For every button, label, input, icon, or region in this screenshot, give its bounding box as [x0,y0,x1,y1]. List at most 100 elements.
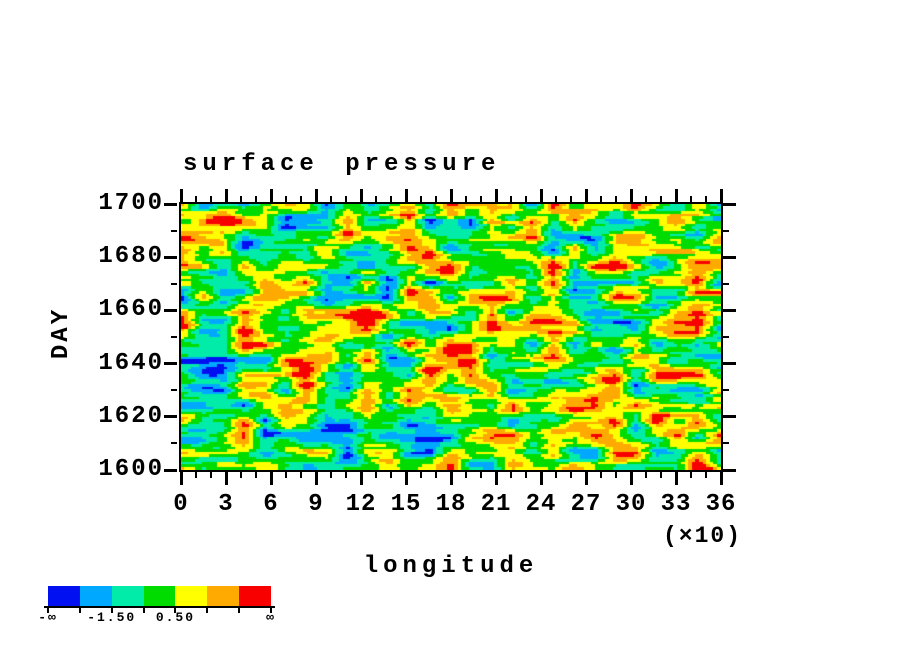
x-minor-tick-top [660,196,662,202]
y-major-tick-left [164,362,177,366]
x-minor-tick-top [240,196,242,202]
x-major-tick-top [539,189,543,202]
colorbar-label: -∞ [38,610,58,625]
x-minor-tick-top [645,196,647,202]
y-minor-tick-left [171,336,177,338]
y-minor-tick-right [723,282,729,285]
x-axis-label: longitude [363,553,539,580]
y-minor-tick-right [723,389,729,392]
x-major-tick-top [224,189,228,202]
x-minor-tick-top [255,196,257,202]
x-axis-multiplier: (×10) [662,523,742,549]
x-major-tick-top [359,189,363,202]
y-tick-label: 1620 [98,402,164,430]
x-minor-tick-bottom [615,472,617,478]
x-minor-tick-top [705,196,707,202]
x-minor-tick-bottom [345,472,347,478]
colorbar-segment [111,586,145,606]
x-minor-tick-top [435,196,437,202]
x-minor-tick-bottom [420,472,422,478]
x-major-tick-bottom [539,472,543,485]
x-minor-tick-bottom [555,472,557,478]
x-tick-label: 27 [570,491,602,518]
x-major-tick-top [584,189,588,202]
x-minor-tick-bottom [600,472,602,478]
x-minor-tick-bottom [525,472,527,478]
x-major-tick-bottom [674,472,678,485]
x-tick-label: 12 [345,491,377,518]
x-minor-tick-top [570,196,572,202]
colorbar-tick [270,606,272,613]
x-tick-label: 21 [480,491,512,518]
x-major-tick-top [494,189,498,202]
x-minor-tick-bottom [510,472,512,478]
x-minor-tick-top [210,196,212,202]
x-minor-tick-top [480,196,482,202]
x-minor-tick-top [510,196,512,202]
y-major-tick-right [723,202,736,206]
x-minor-tick-top [195,196,197,202]
y-major-tick-left [164,202,177,206]
y-minor-tick-left [171,389,177,392]
x-minor-tick-bottom [465,472,467,478]
y-major-tick-left [164,415,177,419]
x-major-tick-top [269,189,273,202]
y-tick-label: 1660 [98,296,164,324]
x-tick-label: 9 [308,491,324,518]
colorbar-tick [47,606,49,613]
x-major-tick-bottom [404,472,408,485]
y-major-tick-right [723,362,736,366]
x-minor-tick-bottom [255,472,257,478]
x-major-tick-top [719,189,723,202]
x-minor-tick-top [375,196,377,202]
y-major-tick-right [723,415,736,419]
x-minor-tick-bottom [435,472,437,478]
colorbar-segment [239,586,272,606]
x-minor-tick-bottom [570,472,572,478]
x-major-tick-bottom [629,472,633,485]
x-major-tick-bottom [719,472,723,485]
x-minor-tick-top [345,196,347,202]
x-major-tick-bottom [449,472,453,485]
x-minor-tick-top [615,196,617,202]
colorbar-segment [175,586,208,606]
colorbar-tick [142,606,145,613]
y-major-tick-right [723,255,736,259]
colorbar-tick [110,606,113,613]
x-minor-tick-top [330,196,332,202]
x-minor-tick-bottom [285,472,287,478]
x-minor-tick-top [465,196,467,202]
colorbar-segment [79,586,113,606]
y-major-tick-left [164,255,177,259]
colorbar-segment [207,586,240,606]
x-major-tick-top [404,189,408,202]
y-major-tick-left [164,308,177,312]
x-tick-label: 15 [390,491,422,518]
y-tick-label: 1600 [98,456,164,483]
y-tick-label: 1680 [98,243,164,271]
x-tick-label: 30 [615,491,647,518]
y-major-tick-right [723,308,736,312]
y-minor-tick-right [723,336,729,338]
x-major-tick-bottom [179,472,183,485]
x-minor-tick-bottom [690,472,692,478]
y-axis-label: DAY [48,306,75,360]
colorbar-baseline [44,606,275,608]
colorbar-tick [206,606,209,613]
x-minor-tick-bottom [660,472,662,478]
x-tick-label: 33 [660,491,692,518]
x-minor-tick-bottom [300,472,302,478]
x-tick-label: 6 [263,491,279,518]
y-tick-label: 1700 [98,190,164,217]
x-minor-tick-top [300,196,302,202]
x-major-tick-top [449,189,453,202]
x-major-tick-top [179,189,183,202]
x-tick-label: 18 [435,491,467,518]
x-minor-tick-bottom [645,472,647,478]
x-major-tick-top [629,189,633,202]
y-tick-label: 1640 [98,349,164,377]
x-minor-tick-bottom [210,472,212,478]
x-major-tick-top [314,189,318,202]
y-minor-tick-right [723,442,729,445]
